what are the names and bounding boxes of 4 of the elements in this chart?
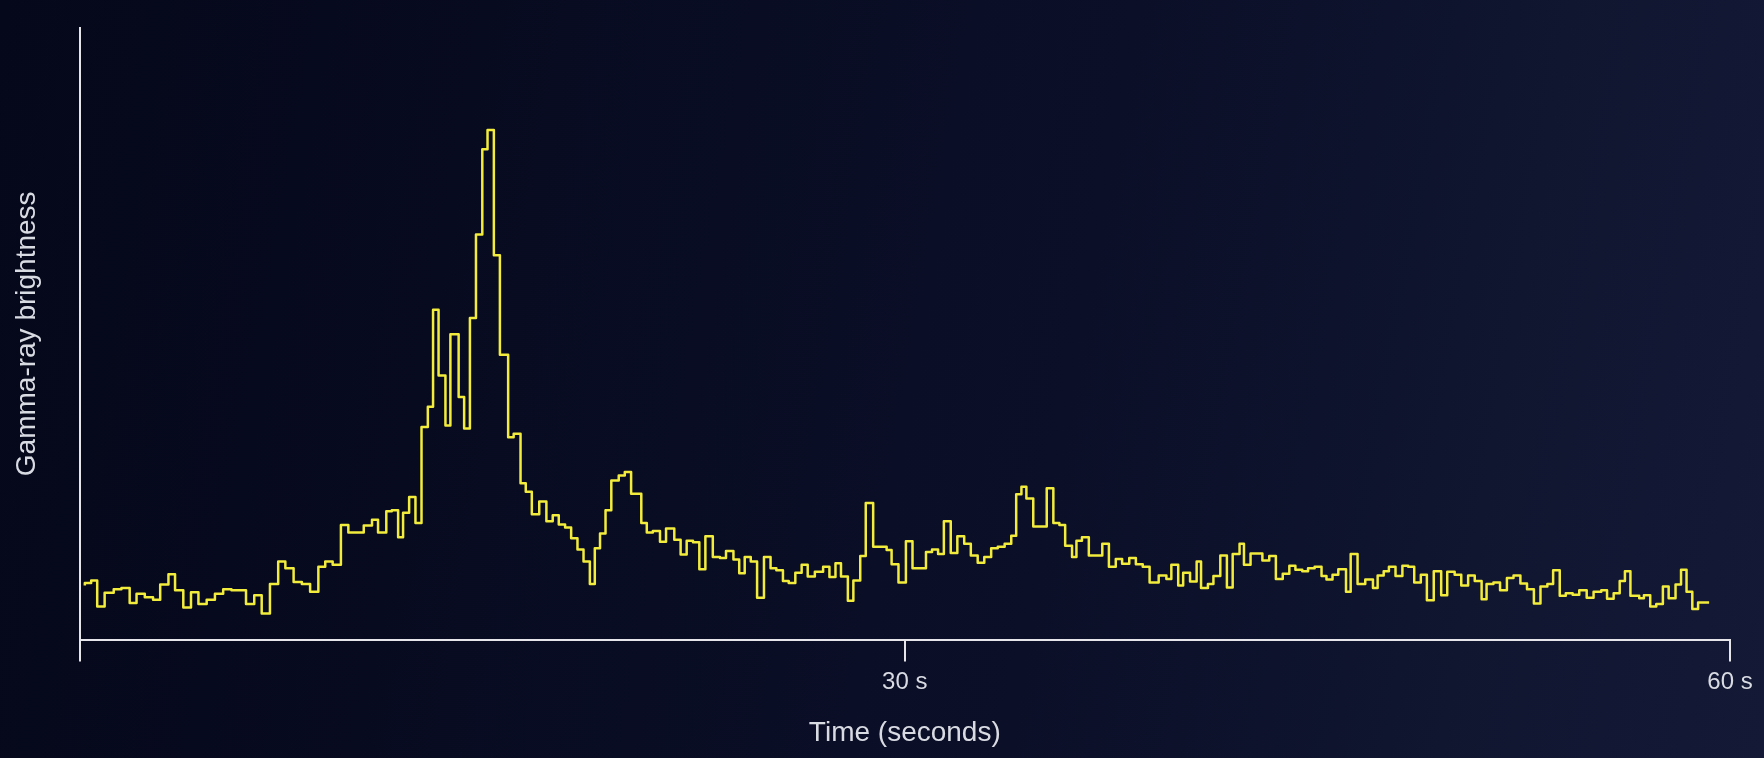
y-axis-title: Gamma-ray brightness bbox=[9, 191, 41, 477]
x-tick-label: 60 s bbox=[1707, 666, 1753, 694]
x-tick-label: 30 s bbox=[882, 666, 928, 694]
x-axis-title: Time (seconds) bbox=[808, 715, 1001, 747]
